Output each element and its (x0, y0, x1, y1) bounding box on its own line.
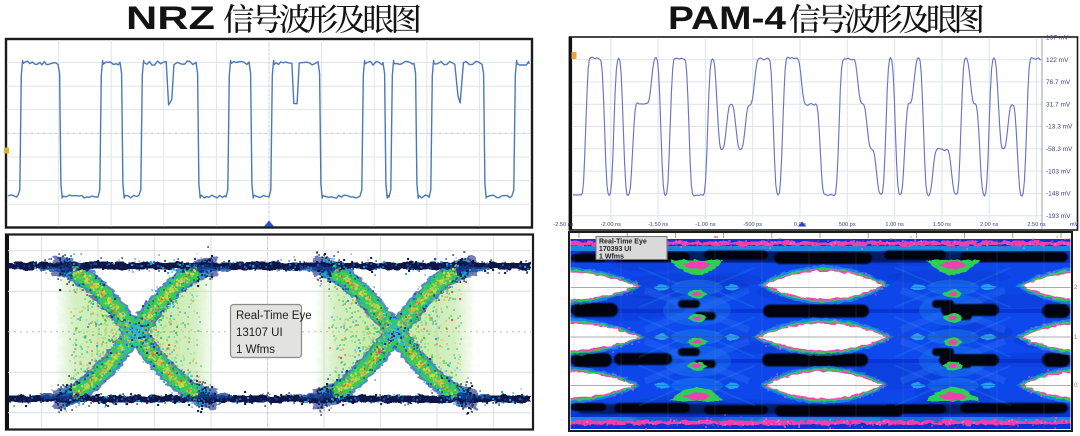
svg-text:Real-Time Eye: Real-Time Eye (236, 310, 312, 322)
svg-text:-1.00 ns: -1.00 ns (695, 222, 715, 228)
svg-text:1 Wfms: 1 Wfms (599, 254, 624, 261)
svg-text:500 ps: 500 ps (839, 222, 856, 228)
svg-text:31.7 mV: 31.7 mV (1046, 101, 1071, 108)
svg-text:0: 0 (1074, 383, 1078, 389)
svg-text:1.00 ns: 1.00 ns (885, 222, 904, 228)
svg-text:-500 ps: -500 ps (743, 222, 762, 228)
svg-text:2: 2 (1074, 285, 1078, 291)
svg-text:2.00 ns: 2.00 ns (980, 222, 999, 228)
svg-text:1.50 ns: 1.50 ns (933, 222, 952, 228)
svg-text:-58.3 mV: -58.3 mV (1046, 146, 1073, 153)
svg-text:167 mV: 167 mV (1046, 35, 1069, 42)
svg-text:-148 mV: -148 mV (1046, 191, 1071, 198)
svg-text:-13.3 mV: -13.3 mV (1046, 124, 1073, 131)
svg-text:PAM-4: PAM-4 (668, 0, 786, 36)
svg-text:-1.50 ns: -1.50 ns (648, 222, 668, 228)
svg-text:-2.00 ns: -2.00 ns (601, 222, 621, 228)
svg-text:170393 UI: 170393 UI (599, 246, 631, 253)
svg-text:NRZ: NRZ (126, 0, 215, 36)
svg-text:-2.50 ns: -2.50 ns (553, 222, 573, 228)
svg-text:2.50 ns: 2.50 ns (1027, 222, 1046, 228)
svg-text:122 mV: 122 mV (1046, 57, 1069, 64)
svg-text:-103 mV: -103 mV (1046, 168, 1071, 175)
svg-text:1 Wfms: 1 Wfms (236, 344, 275, 356)
svg-text:76.7 mV: 76.7 mV (1046, 79, 1071, 86)
svg-text:Real-Time Eye: Real-Time Eye (599, 239, 647, 246)
svg-text:mV: mV (1070, 222, 1079, 228)
svg-text:13107 UI: 13107 UI (236, 327, 283, 339)
svg-text:-193 mV: -193 mV (1046, 213, 1071, 220)
svg-text:1: 1 (1074, 335, 1078, 341)
